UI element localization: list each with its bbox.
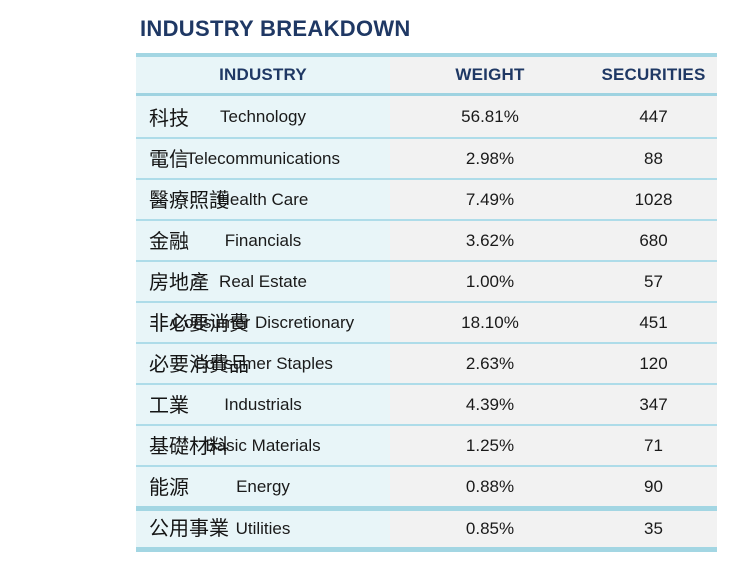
cell-industry: Telecommunications <box>136 137 390 178</box>
cell-securities: 120 <box>590 342 717 383</box>
cell-weight: 0.88% <box>390 465 590 506</box>
cell-weight: 1.00% <box>390 260 590 301</box>
cell-securities: 347 <box>590 383 717 424</box>
cell-weight: 4.39% <box>390 383 590 424</box>
row-label-zh: 房地產 <box>149 272 209 294</box>
cell-securities: 447 <box>590 96 717 137</box>
table-bottom-border <box>136 547 717 552</box>
cell-weight: 0.85% <box>390 506 590 547</box>
table-row: 基礎材料 Basic Materials 1.25% 71 <box>136 424 717 465</box>
cell-industry: Technology <box>136 96 390 137</box>
row-label-zh: 電信 <box>149 149 189 171</box>
industry-breakdown-table: INDUSTRY WEIGHT SECURITIES 科技 Technology… <box>136 53 717 552</box>
row-label-zh: 公用事業 <box>149 518 229 540</box>
column-header-weight: WEIGHT <box>390 57 590 93</box>
cell-industry: Utilities <box>136 506 390 547</box>
row-label-zh: 科技 <box>149 108 189 130</box>
row-label-zh: 能源 <box>149 477 189 499</box>
cell-securities: 35 <box>590 506 717 547</box>
column-header-securities: SECURITIES <box>590 57 717 93</box>
cell-industry: Industrials <box>136 383 390 424</box>
cell-securities: 71 <box>590 424 717 465</box>
row-label-zh: 必要消費品 <box>149 354 249 376</box>
table-row: 工業 Industrials 4.39% 347 <box>136 383 717 424</box>
cell-weight: 1.25% <box>390 424 590 465</box>
row-label-zh: 金融 <box>149 231 189 253</box>
cell-weight: 56.81% <box>390 96 590 137</box>
row-label-zh: 非必要消費 <box>149 313 249 335</box>
cell-securities: 1028 <box>590 178 717 219</box>
cell-industry: Basic Materials <box>136 424 390 465</box>
cell-industry: Energy <box>136 465 390 506</box>
table-row: 非必要消費 Consumer Discretionary 18.10% 451 <box>136 301 717 342</box>
table-header-row: INDUSTRY WEIGHT SECURITIES <box>136 53 717 96</box>
cell-weight: 3.62% <box>390 219 590 260</box>
row-label-zh: 工業 <box>149 395 189 417</box>
cell-industry: Consumer Staples <box>136 342 390 383</box>
cell-industry: Health Care <box>136 178 390 219</box>
cell-securities: 57 <box>590 260 717 301</box>
page-title: INDUSTRY BREAKDOWN <box>140 16 411 41</box>
cell-industry: Real Estate <box>136 260 390 301</box>
row-label-zh: 醫療照護 <box>149 190 229 212</box>
table-row: 金融 Financials 3.62% 680 <box>136 219 717 260</box>
cell-weight: 2.63% <box>390 342 590 383</box>
cell-weight: 18.10% <box>390 301 590 342</box>
cell-securities: 88 <box>590 137 717 178</box>
cell-securities: 451 <box>590 301 717 342</box>
table-row: 醫療照護 Health Care 7.49% 1028 <box>136 178 717 219</box>
table-row: 房地產 Real Estate 1.00% 57 <box>136 260 717 301</box>
cell-securities: 90 <box>590 465 717 506</box>
table-row: 能源 Energy 0.88% 90 <box>136 465 717 506</box>
cell-securities: 680 <box>590 219 717 260</box>
cell-industry: Consumer Discretionary <box>136 301 390 342</box>
cell-weight: 2.98% <box>390 137 590 178</box>
column-header-industry: INDUSTRY <box>136 57 390 93</box>
table-row: 公用事業 Utilities 0.85% 35 <box>136 506 717 547</box>
table-row: 必要消費品 Consumer Staples 2.63% 120 <box>136 342 717 383</box>
table-row: 電信 Telecommunications 2.98% 88 <box>136 137 717 178</box>
cell-industry: Financials <box>136 219 390 260</box>
table-row: 科技 Technology 56.81% 447 <box>136 96 717 137</box>
row-label-zh: 基礎材料 <box>149 436 229 458</box>
cell-weight: 7.49% <box>390 178 590 219</box>
